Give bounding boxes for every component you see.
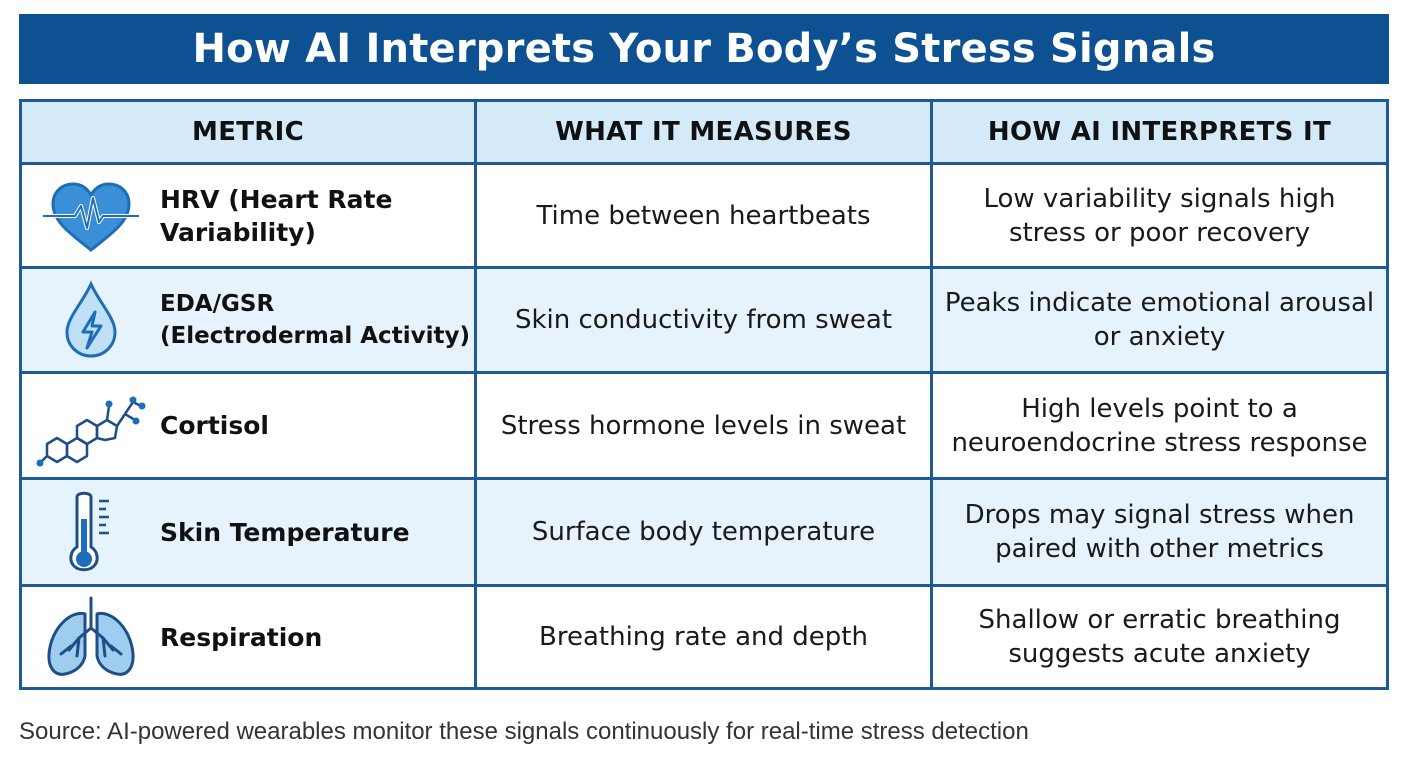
metric-cell: HRV (Heart Rate Variability) [22, 165, 477, 266]
stress-signals-table: METRIC WHAT IT MEASURES HOW AI INTERPRET… [19, 99, 1389, 690]
table-row: Cortisol Stress hormone levels in sweat … [22, 371, 1386, 477]
interpretation-cell: Shallow or erratic breathing suggests ac… [978, 605, 1341, 669]
column-header-metric: METRIC [22, 102, 477, 162]
source-note: Source: AI-powered wearables monitor the… [19, 718, 1029, 745]
heart-pulse-icon [32, 165, 150, 266]
interpretation-cell: High levels point to a neuroendocrine st… [951, 393, 1368, 458]
metric-label: EDA/GSR (Electrodermal Activity) [160, 291, 470, 349]
column-header-interpretation: HOW AI INTERPRETS IT [987, 117, 1332, 147]
thermometer-icon [32, 480, 150, 584]
measures-cell: Stress hormone levels in sweat [477, 374, 933, 477]
measures-cell: Breathing rate and depth [477, 587, 933, 687]
table-row: EDA/GSR (Electrodermal Activity) Skin co… [22, 266, 1386, 371]
table-row: HRV (Heart Rate Variability) Time betwee… [22, 162, 1386, 266]
table-row: Skin Temperature Surface body temperatur… [22, 477, 1386, 584]
measures-cell: Skin conductivity from sweat [477, 269, 933, 371]
measures-cell: Time between heartbeats [477, 165, 933, 266]
interpretation-cell: Low variability signals high stress or p… [983, 183, 1336, 248]
metric-cell: EDA/GSR (Electrodermal Activity) [22, 269, 477, 371]
table-row: Respiration Breathing rate and depth Sha… [22, 584, 1386, 687]
interpretation-cell: Peaks indicate emotional arousal or anxi… [944, 288, 1375, 352]
measures-cell: Surface body temperature [477, 480, 933, 584]
metric-label: Cortisol [160, 411, 269, 440]
metric-cell: Skin Temperature [22, 480, 477, 584]
table-header-row: METRIC WHAT IT MEASURES HOW AI INTERPRET… [22, 102, 1386, 162]
column-header-measures: WHAT IT MEASURES [477, 102, 933, 162]
metric-label: Skin Temperature [160, 517, 410, 547]
molecule-icon [32, 374, 150, 477]
metric-cell: Respiration [22, 587, 477, 687]
sweat-drop-icon [32, 269, 150, 371]
metric-label: Respiration [160, 622, 323, 652]
interpretation-cell: Drops may signal stress when paired with… [964, 500, 1355, 564]
metric-label: HRV (Heart Rate Variability) [160, 184, 393, 247]
metric-cell: Cortisol [22, 374, 477, 477]
lungs-icon [32, 587, 150, 687]
page-title: How AI Interprets Your Body’s Stress Sig… [19, 14, 1389, 84]
